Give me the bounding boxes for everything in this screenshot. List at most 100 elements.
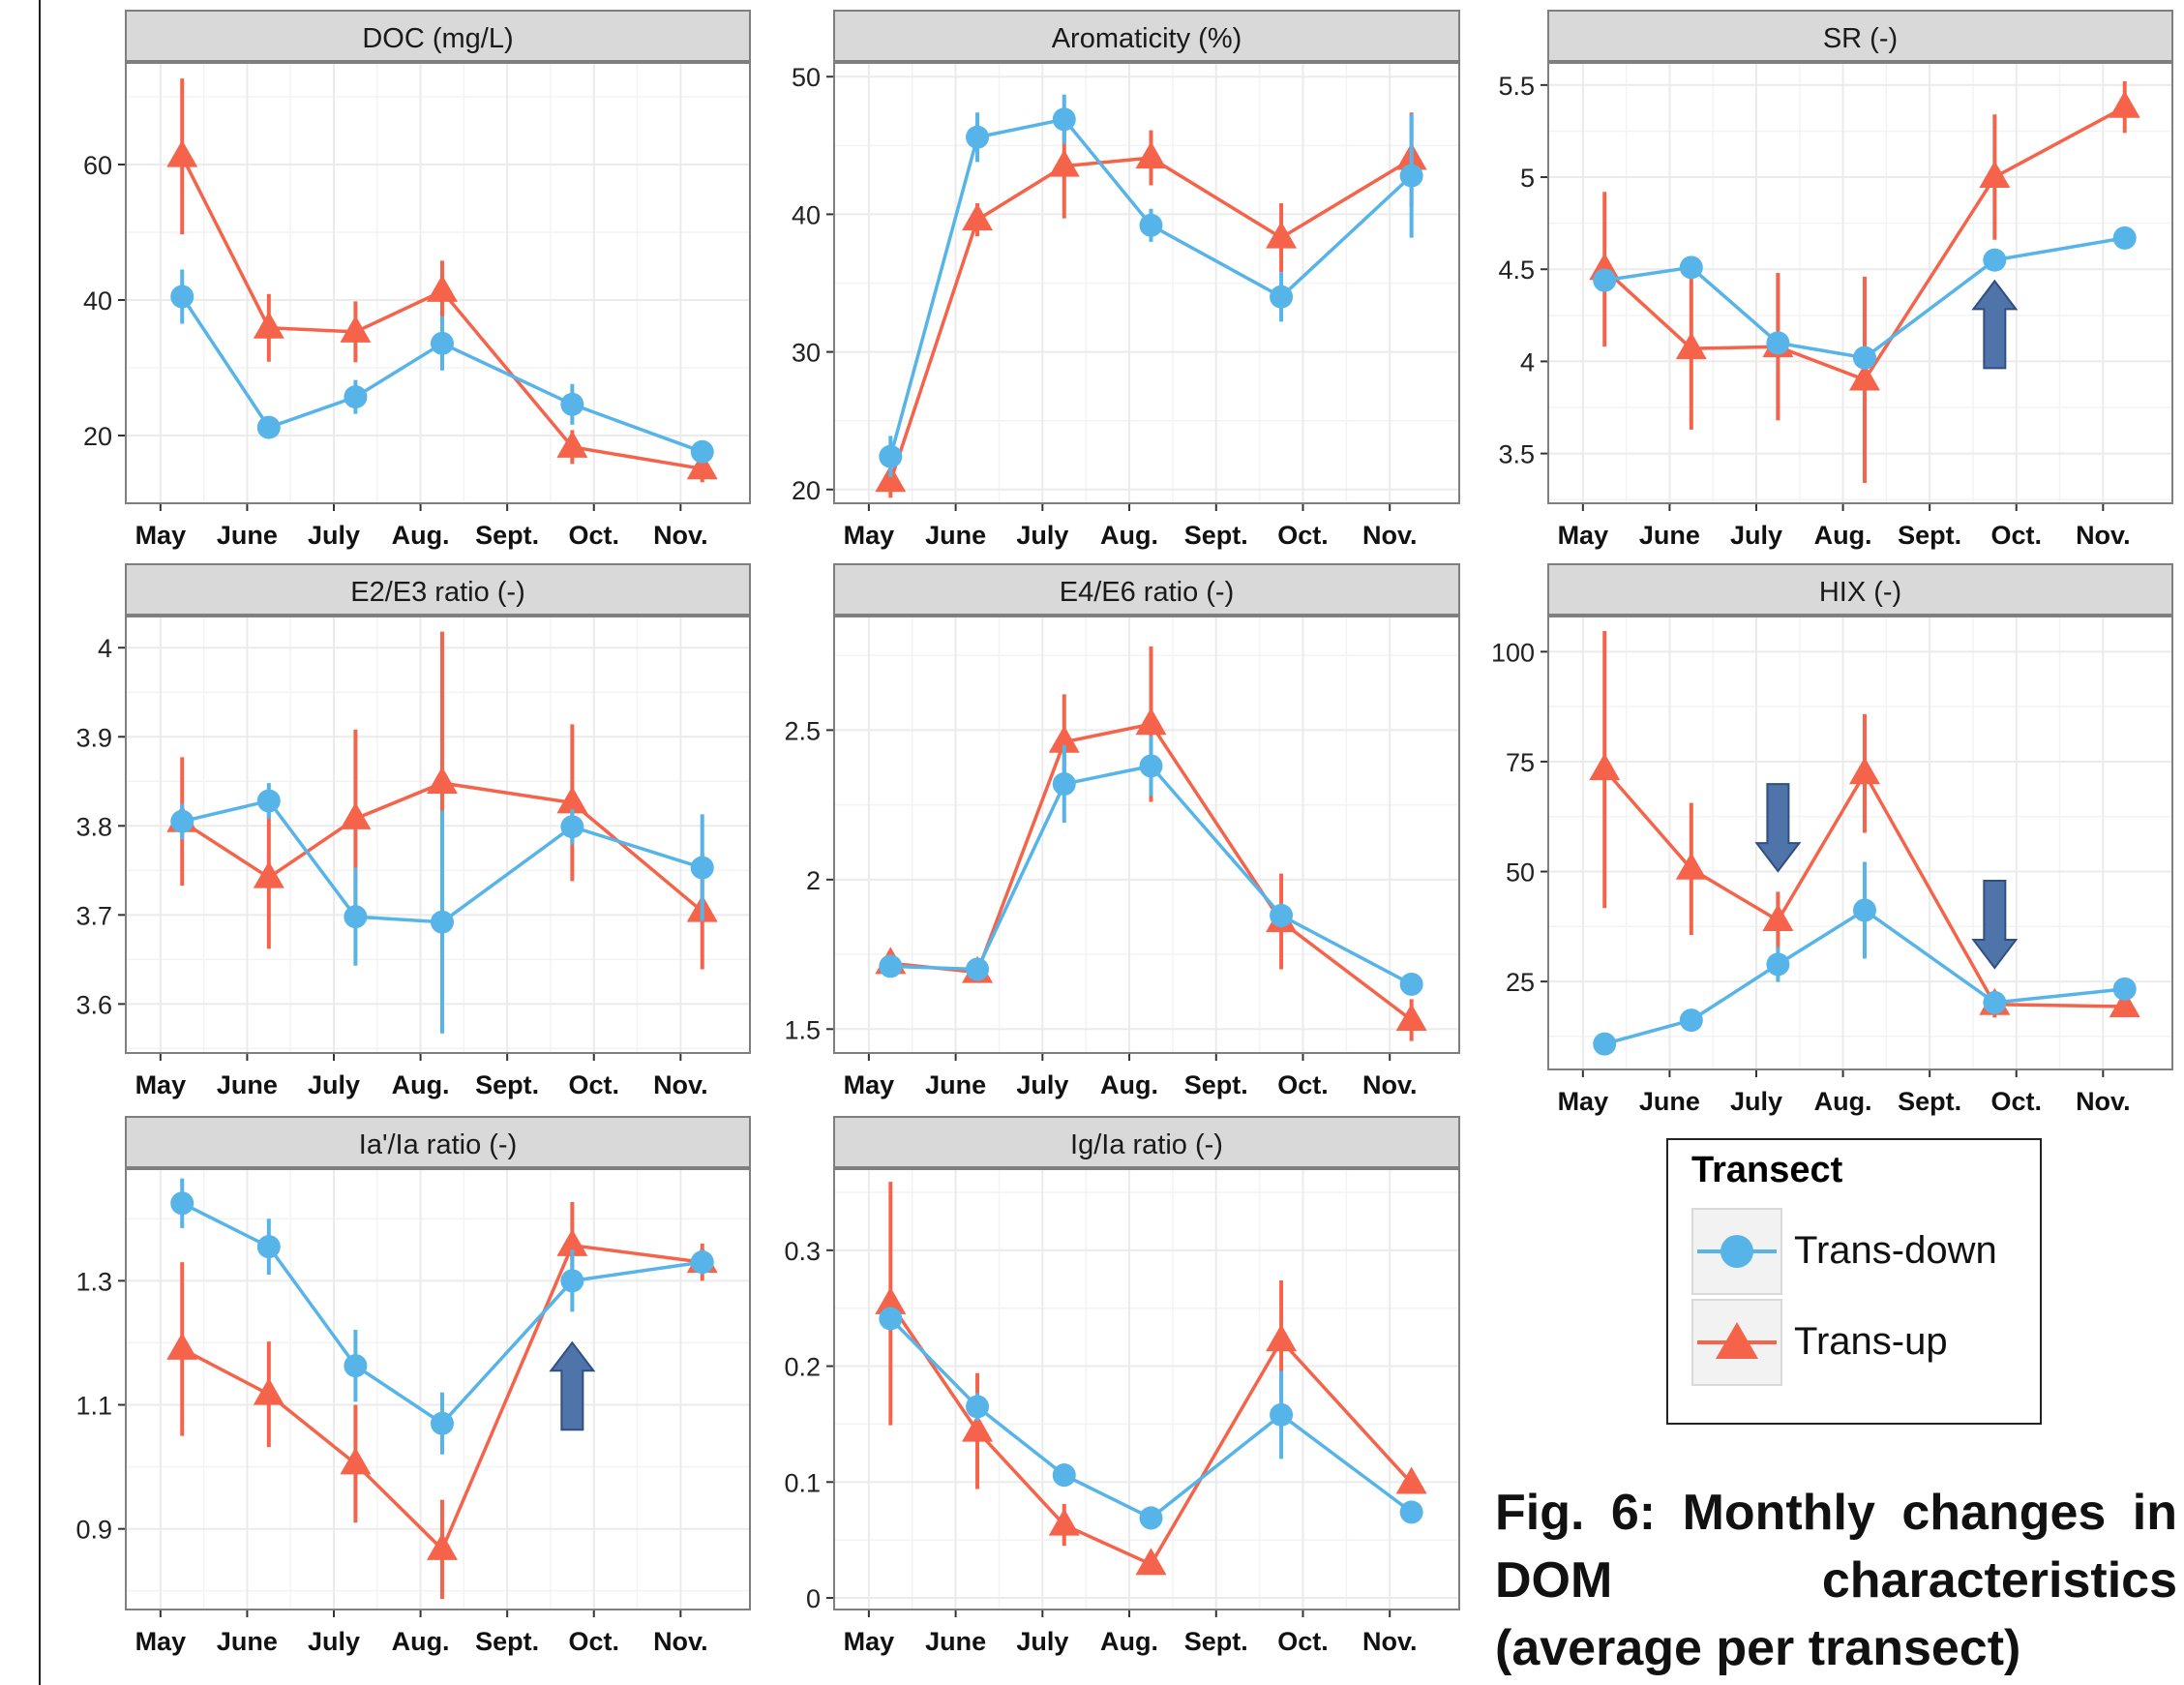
arrow-down-icon [1971, 880, 2019, 970]
facet-strip [125, 563, 751, 616]
x-tick-label: Nov. [1362, 521, 1418, 550]
y-tick-label: 0 [806, 1584, 821, 1613]
series-trans-down [170, 269, 714, 464]
y-tick-label: 75 [1506, 748, 1535, 777]
data-point-circle [1766, 331, 1790, 355]
data-point-triangle [2109, 90, 2140, 118]
x-tick-label: July [308, 1627, 360, 1656]
series-trans-down [879, 1307, 1423, 1530]
series-line [180, 295, 703, 454]
x-tick-label: May [135, 1070, 187, 1099]
y-tick-label: 0.3 [784, 1237, 821, 1266]
x-tick-label: July [1730, 1087, 1782, 1116]
series-line [181, 1243, 703, 1552]
legend-label-trans-up: Trans-up [1794, 1320, 1948, 1363]
facet-strip [125, 1116, 751, 1168]
data-point-triangle [1675, 332, 1707, 360]
y-tick-label: 50 [1506, 858, 1535, 888]
legend-label-trans-down: Trans-down [1794, 1229, 1997, 1272]
data-point-circle [1052, 1463, 1076, 1488]
data-point-triangle [166, 1332, 198, 1360]
data-point-circle [1399, 164, 1423, 188]
data-point-circle [690, 439, 714, 464]
data-point-triangle [2109, 990, 2140, 1018]
x-tick-label: Aug. [392, 521, 450, 550]
x-tick-label: June [925, 521, 986, 550]
facet-title: Ig/Ia ratio (-) [1070, 1129, 1223, 1160]
data-point-triangle [556, 1228, 588, 1256]
series-line [1602, 767, 2125, 1008]
data-point-circle [966, 125, 990, 149]
series-line [181, 1201, 703, 1426]
facet-title: Aromaticity (%) [1052, 23, 1242, 54]
figure-caption: Fig. 6: Monthly changes in DOM character… [1495, 1485, 2177, 1676]
data-point-triangle [1979, 161, 2011, 189]
y-tick-label: 50 [792, 63, 821, 92]
x-tick-label: Oct. [1277, 521, 1329, 550]
data-point-triangle [686, 452, 718, 480]
legend-key-trans-down [1691, 1208, 1782, 1295]
y-tick-label: 4 [1520, 347, 1535, 376]
data-point-circle [344, 385, 368, 409]
series-line [888, 1302, 1413, 1567]
data-point-triangle [253, 311, 284, 339]
y-tick-label: 20 [83, 422, 112, 451]
legend-key-trans-up [1691, 1299, 1782, 1386]
data-point-circle [430, 331, 454, 355]
x-tick-label: June [925, 1627, 986, 1656]
data-point-circle [344, 1354, 368, 1378]
data-point-triangle [1266, 1324, 1298, 1352]
x-tick-label: May [844, 1070, 895, 1099]
y-tick-label: 40 [83, 286, 112, 316]
data-point-triangle [1675, 852, 1707, 880]
data-point-triangle [875, 1286, 907, 1314]
x-tick-label: Oct. [568, 521, 619, 550]
x-tick-label: Sept. [1898, 521, 1961, 550]
x-tick-label: Aug. [392, 1627, 450, 1656]
data-point-triangle [1589, 753, 1621, 781]
panel-border [125, 62, 751, 504]
x-tick-label: Aug. [392, 1070, 450, 1099]
facet-strip [1547, 563, 2173, 616]
x-tick-label: Nov. [653, 1070, 708, 1099]
facet-panel: E4/E6 ratio (-) 1.5 2 2.5 May June July Aug. Sep… [784, 563, 1460, 1099]
data-point-circle [170, 809, 194, 833]
series-trans-down [1593, 861, 2137, 1056]
data-point-triangle [1395, 1466, 1427, 1494]
x-tick-label: June [217, 1070, 278, 1099]
data-point-triangle [962, 203, 994, 231]
panel-border [1547, 616, 2173, 1070]
facet-strip [833, 10, 1460, 62]
panel-border [1547, 62, 2173, 504]
panel-border [833, 616, 1460, 1054]
data-point-triangle [1848, 363, 1880, 391]
x-tick-label: May [844, 521, 895, 550]
x-tick-label: Sept. [1898, 1087, 1961, 1116]
series-line [180, 155, 703, 471]
series-line [1603, 105, 2126, 382]
y-tick-label: 1.5 [784, 1015, 821, 1044]
facet-panel: DOC (mg/L) 20 40 60 May June July Aug. Sept. Oct.… [83, 10, 751, 550]
x-tick-label: Aug. [1100, 1627, 1158, 1656]
x-tick-label: Oct. [568, 1627, 619, 1656]
y-tick-label: 60 [83, 151, 112, 180]
x-tick-label: Nov. [2076, 521, 2131, 550]
facet-strip [1547, 10, 2173, 62]
y-tick-label: 1.1 [75, 1392, 112, 1421]
facet-panel: Aromaticity (%) 20 30 40 50 May June July Aug. Se… [792, 10, 1460, 550]
legend-triangle-marker [1697, 1322, 1777, 1359]
data-point-circle [256, 415, 281, 439]
panel-border [833, 1168, 1460, 1610]
panel-background [1547, 616, 2173, 1070]
data-point-circle [2112, 226, 2137, 250]
series-line [888, 156, 1413, 482]
data-point-circle [560, 392, 584, 416]
x-tick-label: Nov. [1362, 1627, 1418, 1656]
series-trans-down [170, 1178, 714, 1455]
data-point-triangle [1048, 725, 1080, 753]
x-tick-label: Aug. [1100, 1070, 1158, 1099]
data-point-triangle [1395, 1004, 1427, 1032]
x-tick-label: July [1730, 521, 1782, 550]
panel-border [125, 616, 751, 1054]
series-trans-up [1589, 630, 2140, 1018]
